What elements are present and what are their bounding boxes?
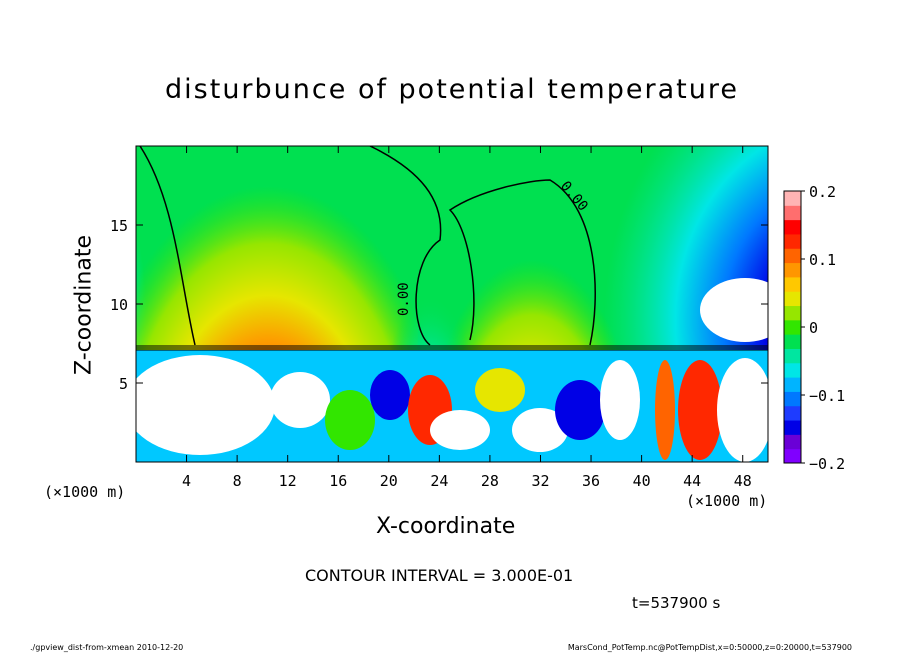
- x-tick-label: 36: [582, 472, 600, 490]
- y-axis-unit: (×1000 m): [44, 483, 126, 501]
- x-tick-label: 20: [380, 472, 398, 490]
- colorbar-swatch: [784, 205, 801, 221]
- colorbar-swatch: [784, 362, 801, 378]
- colorbar-tick-label: −0.1: [809, 387, 845, 405]
- colorbar-swatch: [784, 377, 801, 392]
- y-axis-label: Z-coordinate: [71, 235, 97, 375]
- colorbar-tick-label: 0: [809, 319, 818, 337]
- x-tick-label: 8: [233, 472, 242, 490]
- colorbar-tick-label: 0.2: [809, 183, 836, 201]
- colorbar-swatch: [784, 334, 801, 349]
- chart-title: disturbunce of potential temperature: [165, 74, 739, 105]
- colorbar-swatch: [784, 276, 801, 292]
- colorbar-swatch: [784, 219, 801, 235]
- y-axis: 5 10 15: [110, 217, 768, 393]
- contour-label: 0.00: [396, 282, 412, 316]
- colorbar-swatch: [784, 420, 801, 435]
- colorbar-swatch: [784, 405, 801, 421]
- x-tick-label: 28: [481, 472, 499, 490]
- x-axis-unit: (×1000 m): [686, 492, 768, 510]
- colorbar-swatch: [784, 391, 801, 407]
- x-tick-label: 32: [531, 472, 549, 490]
- x-tick-label: 40: [633, 472, 651, 490]
- y-tick-label: 5: [119, 375, 128, 393]
- colorbar-swatch: [784, 248, 801, 264]
- colorbar-tick-label: 0.1: [809, 251, 836, 269]
- colorbar-swatch: [784, 305, 801, 321]
- heatmap-field: [136, 146, 768, 462]
- x-tick-label: 48: [734, 472, 752, 490]
- x-tick-label: 16: [329, 472, 347, 490]
- colorbar-swatch: [784, 448, 801, 464]
- colorbar-swatch: [784, 291, 801, 307]
- colorbar-swatch: [784, 319, 801, 335]
- colorbar-swatch: [784, 348, 801, 364]
- time-stamp: t=537900 s: [632, 594, 721, 612]
- lower-turbulent-layer: [136, 355, 768, 462]
- contour-interval: CONTOUR INTERVAL = 3.000E-01: [305, 566, 574, 585]
- colorbar-swatch: [784, 191, 801, 206]
- x-axis: 4 8 12 16 20 24 28 32 36 40 44 48: [182, 146, 752, 490]
- y-tick-label: 10: [110, 296, 128, 314]
- x-tick-label: 24: [430, 472, 448, 490]
- colorbar-tick-label: −0.2: [809, 455, 845, 473]
- x-tick-label: 4: [182, 472, 191, 490]
- x-tick-label: 12: [279, 472, 297, 490]
- x-tick-label: 44: [683, 472, 701, 490]
- colorbar-swatch: [784, 262, 801, 278]
- x-axis-label: X-coordinate: [376, 514, 516, 539]
- colorbar-swatch: [784, 434, 801, 450]
- colorbar-swatch: [784, 233, 801, 249]
- colorbar: 0.2 0.1 0 −0.1 −0.2: [783, 183, 845, 473]
- y-tick-label: 15: [110, 217, 128, 235]
- footer-script: ./gpview_dist-from-xmean 2010-12-20: [30, 643, 184, 652]
- footer-source: MarsCond_PotTemp.nc@PotTempDist,x=0:5000…: [567, 643, 852, 652]
